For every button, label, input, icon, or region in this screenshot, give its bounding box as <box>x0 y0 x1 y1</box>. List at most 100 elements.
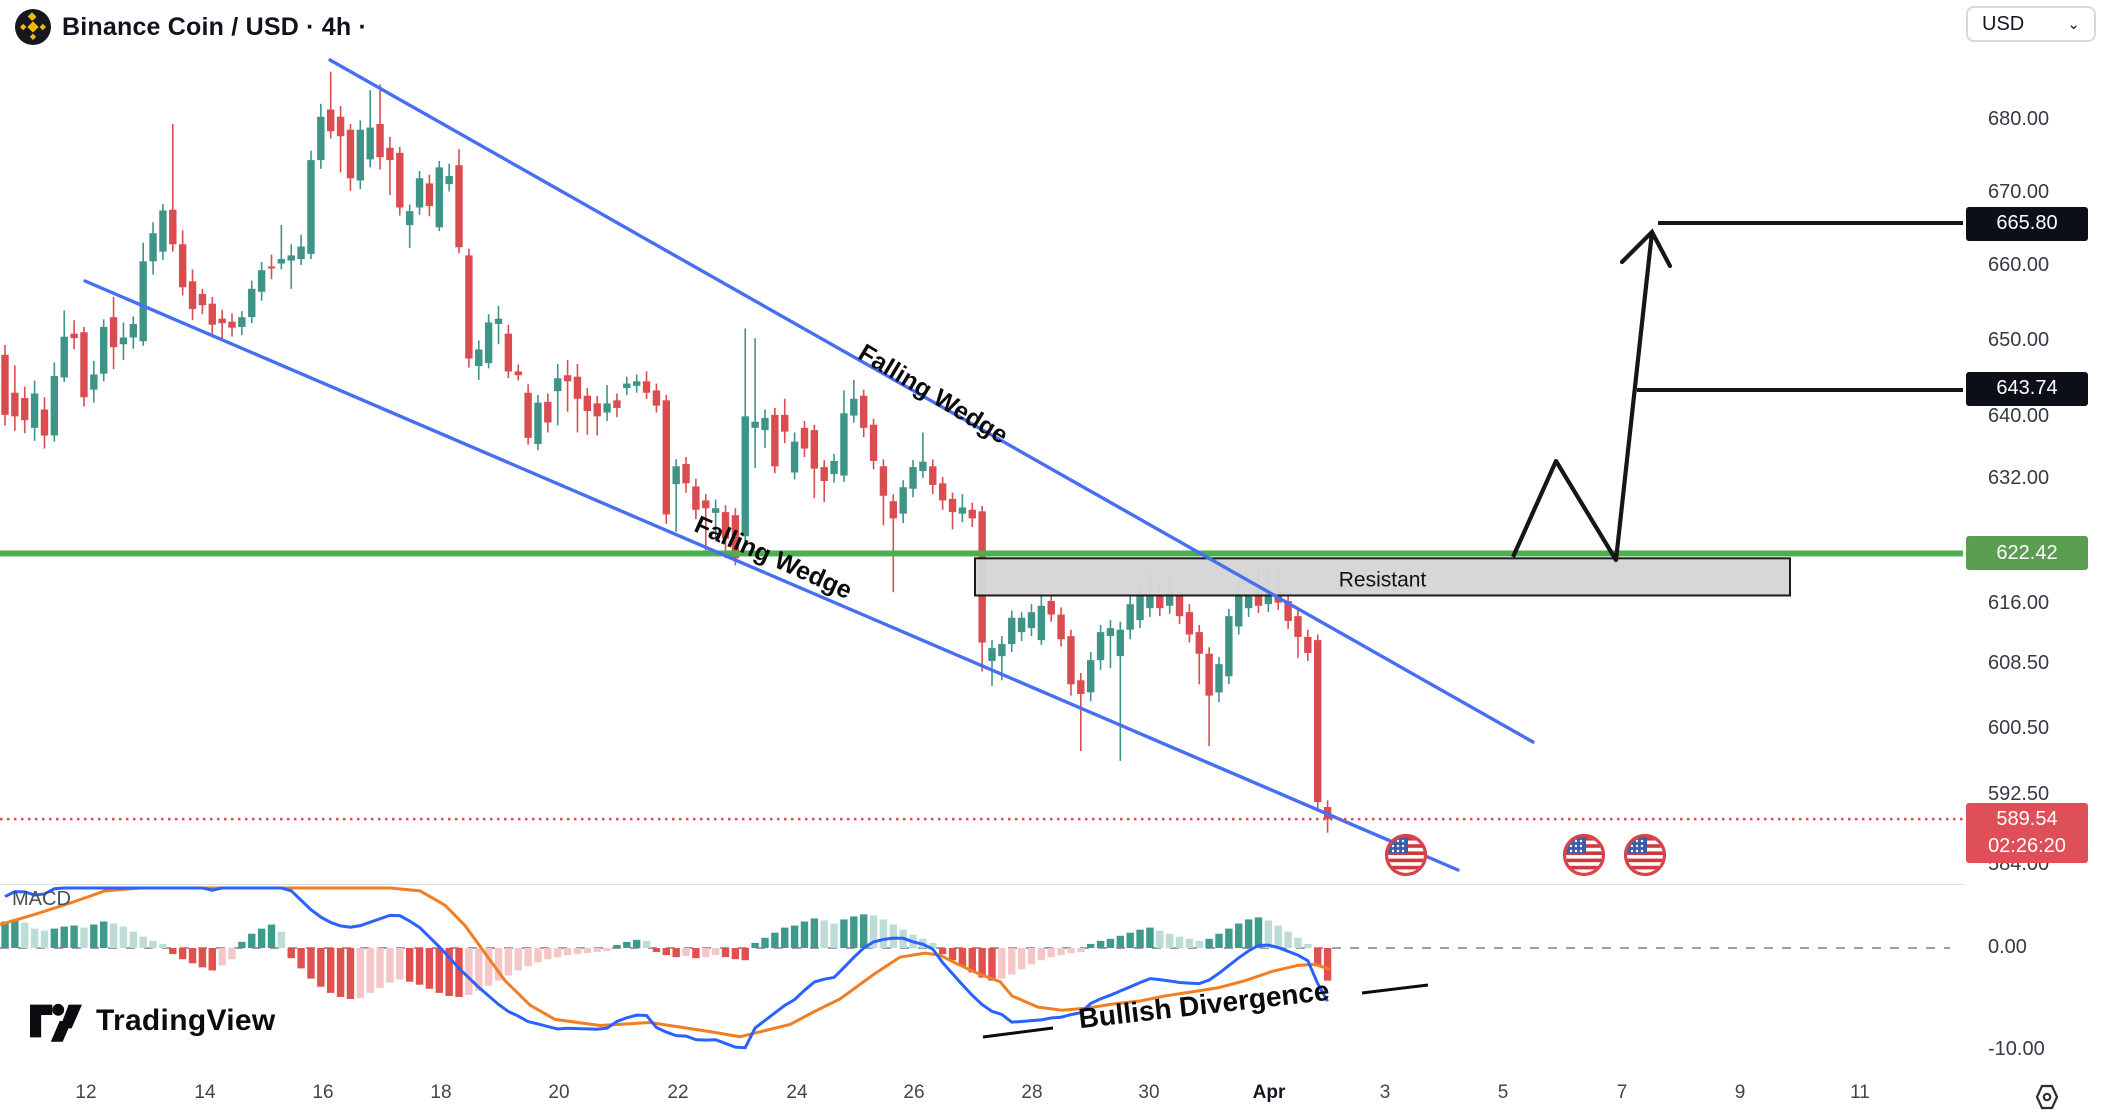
candle[interactable] <box>21 386 29 434</box>
candle[interactable] <box>1077 673 1085 752</box>
candle[interactable] <box>238 311 246 336</box>
time-axis-label[interactable]: 7 <box>1616 1082 1628 1103</box>
candle[interactable] <box>573 363 582 433</box>
candle[interactable] <box>820 460 828 502</box>
candle[interactable] <box>60 310 68 383</box>
time-axis-label[interactable]: 24 <box>786 1082 808 1103</box>
candle[interactable] <box>652 383 661 413</box>
candle[interactable] <box>840 390 848 482</box>
candle[interactable] <box>366 90 374 168</box>
candle[interactable] <box>958 494 967 523</box>
candle[interactable] <box>80 326 88 407</box>
candle[interactable] <box>672 459 680 532</box>
candle[interactable] <box>1057 607 1065 647</box>
candle[interactable] <box>632 374 641 393</box>
time-axis-label[interactable]: Apr <box>1252 1082 1286 1103</box>
candle[interactable] <box>109 296 118 370</box>
candle[interactable] <box>662 394 670 524</box>
candle[interactable] <box>968 502 976 527</box>
candle[interactable] <box>287 244 295 289</box>
candle[interactable] <box>771 407 779 474</box>
candle[interactable] <box>613 393 621 418</box>
candle[interactable] <box>494 305 503 345</box>
candle[interactable] <box>445 163 453 192</box>
candle[interactable] <box>1047 594 1055 622</box>
candle[interactable] <box>465 248 473 368</box>
time-axis[interactable]: 12 14 16 18 20 22 24 26 28 30 Apr 3 5 7 9 11 <box>0 1066 2106 1118</box>
candle[interactable] <box>188 269 197 321</box>
candle[interactable] <box>761 409 769 448</box>
chart-canvas[interactable]: Resistant Falling Wedge Falling Wedge Bulli… <box>0 0 1963 1066</box>
candle[interactable] <box>711 499 720 542</box>
candle[interactable] <box>425 174 434 217</box>
candle[interactable] <box>484 314 493 369</box>
candle[interactable] <box>1195 624 1203 685</box>
candle[interactable] <box>899 480 907 524</box>
candle[interactable] <box>1314 634 1322 809</box>
falling-wedge-label-lower[interactable]: Falling Wedge <box>690 511 856 605</box>
candle[interactable] <box>405 204 414 248</box>
time-axis-label[interactable]: 22 <box>667 1082 689 1103</box>
candle[interactable] <box>554 363 562 426</box>
time-axis-label[interactable]: 16 <box>312 1082 334 1103</box>
candle[interactable] <box>889 494 897 593</box>
candle[interactable] <box>1225 608 1233 685</box>
candle[interactable] <box>297 234 305 266</box>
time-axis-label[interactable]: 26 <box>903 1082 925 1103</box>
candle[interactable] <box>257 262 266 301</box>
time-axis-label[interactable]: 14 <box>194 1082 216 1103</box>
green-resistance-line[interactable] <box>0 550 1963 557</box>
candle[interactable] <box>682 457 690 493</box>
candle[interactable] <box>988 640 996 686</box>
candle[interactable] <box>692 478 700 520</box>
candle[interactable] <box>1284 593 1292 629</box>
time-axis-label[interactable]: 12 <box>75 1082 97 1103</box>
candle[interactable] <box>603 385 611 421</box>
resistance-zone[interactable] <box>974 557 1791 597</box>
wedge-upper-trendline[interactable] <box>328 58 1535 744</box>
candle[interactable] <box>415 171 424 215</box>
candle[interactable] <box>859 389 868 438</box>
candle[interactable] <box>534 394 542 451</box>
candle[interactable] <box>267 254 276 280</box>
candle[interactable] <box>623 376 631 395</box>
candle[interactable] <box>178 230 187 296</box>
time-axis-label[interactable]: 11 <box>1850 1082 1870 1103</box>
candle[interactable] <box>1017 612 1026 641</box>
candle[interactable] <box>514 364 522 381</box>
candle[interactable] <box>317 103 325 169</box>
candle[interactable] <box>40 397 49 449</box>
candle[interactable] <box>50 362 59 442</box>
candle[interactable] <box>1008 610 1016 653</box>
candle[interactable] <box>1205 647 1213 747</box>
candle[interactable] <box>544 393 552 433</box>
candle[interactable] <box>948 492 957 530</box>
timezone-settings-icon[interactable] <box>2032 1082 2062 1112</box>
candle[interactable] <box>248 280 256 324</box>
candle[interactable] <box>435 160 443 232</box>
candle[interactable] <box>90 360 98 403</box>
candle[interactable] <box>336 105 345 173</box>
candle[interactable] <box>1116 621 1125 761</box>
candle[interactable] <box>228 313 236 337</box>
candle[interactable] <box>307 150 315 260</box>
candle[interactable] <box>1096 624 1105 670</box>
candle[interactable] <box>1037 590 1046 645</box>
candle[interactable] <box>169 123 177 252</box>
candle[interactable] <box>583 388 592 435</box>
tradingview-logo[interactable]: TradingView <box>30 1000 275 1042</box>
time-axis-label[interactable]: 5 <box>1497 1082 1509 1103</box>
candle[interactable] <box>100 319 108 382</box>
candle[interactable] <box>1215 656 1223 703</box>
falling-wedge-label-upper[interactable]: Falling Wedge <box>853 339 1012 450</box>
candle[interactable] <box>1067 629 1075 696</box>
candle[interactable] <box>277 225 286 270</box>
candle[interactable] <box>810 424 819 499</box>
candle[interactable] <box>879 459 888 526</box>
wedge-lower-trendline[interactable] <box>83 279 1460 872</box>
candle[interactable] <box>1106 620 1115 669</box>
candle[interactable] <box>376 84 384 170</box>
price-scale[interactable]: 680.00 670.00 660.00 650.00 640.00 632.00 616.… <box>1963 0 2106 1118</box>
candle[interactable] <box>781 398 789 444</box>
bullish-divergence-label[interactable]: Bullish Divergence <box>1077 975 1331 1034</box>
